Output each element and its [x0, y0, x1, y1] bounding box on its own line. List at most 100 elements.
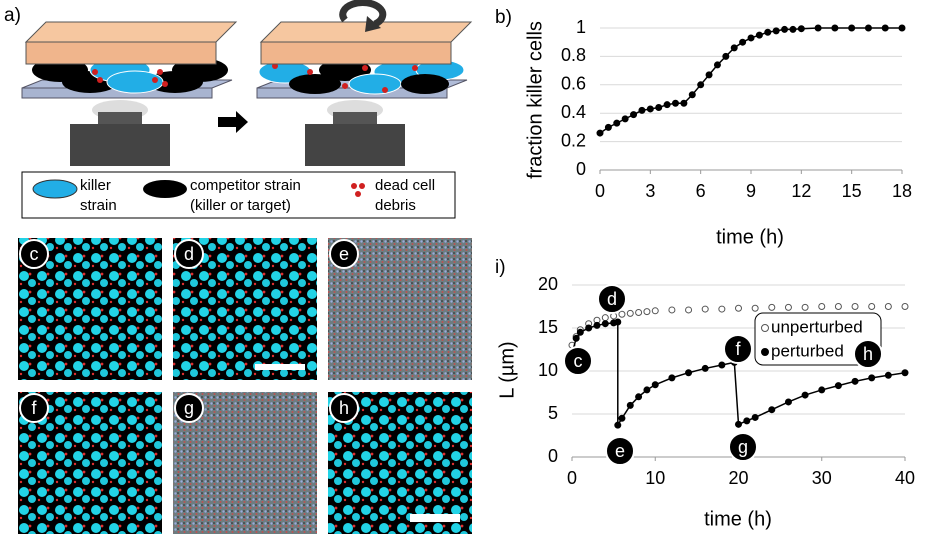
data-point [669, 307, 675, 313]
annotation: c [574, 351, 583, 371]
data-point [586, 325, 592, 331]
image-label: g [184, 398, 194, 418]
data-point [752, 305, 758, 311]
data-point [852, 304, 858, 310]
data-point [802, 392, 808, 398]
x-tick-label: 10 [645, 468, 665, 488]
y-tick-label: 15 [538, 317, 558, 337]
data-point [835, 304, 841, 310]
data-point [594, 322, 600, 328]
x-tick-label: 6 [696, 181, 706, 201]
data-point [681, 100, 687, 106]
data-point [573, 335, 579, 341]
panel-label: b) [495, 7, 512, 28]
x-tick-label: 18 [892, 181, 912, 201]
image-label: h [339, 398, 349, 418]
y-tick-label: 20 [538, 274, 558, 294]
data-point [852, 378, 858, 384]
legend-label: unperturbed [771, 317, 863, 336]
scale-bar [410, 514, 460, 522]
legend-text: dead cell [375, 177, 435, 194]
data-point [736, 305, 742, 311]
annotation: e [615, 441, 625, 461]
x-tick-label: 0 [567, 468, 577, 488]
series-line [600, 28, 902, 133]
data-point [615, 319, 621, 325]
legend-label: perturbed [771, 341, 844, 360]
data-point [752, 414, 758, 420]
y-tick-label: 0 [576, 159, 586, 179]
legend-text: (killer or target) [190, 197, 291, 214]
x-tick-label: 3 [645, 181, 655, 201]
data-point [740, 39, 746, 45]
panel-label: i) [495, 257, 506, 278]
x-tick-label: 12 [791, 181, 811, 201]
data-point [602, 315, 608, 321]
data-point [614, 120, 620, 126]
data-point [882, 25, 888, 31]
data-point [819, 304, 825, 310]
annotation: h [863, 344, 873, 364]
data-point [719, 306, 725, 312]
data-point [798, 26, 804, 32]
data-point [639, 107, 645, 113]
annotation: d [607, 289, 617, 309]
data-point [902, 370, 908, 376]
data-point [832, 25, 838, 31]
figure: a) killer strain competitor strain (kill… [0, 0, 928, 535]
data-point [627, 402, 633, 408]
data-point [744, 418, 750, 424]
data-point [689, 92, 695, 98]
legend-marker [762, 349, 769, 356]
data-point [698, 82, 704, 88]
data-point [644, 387, 650, 393]
data-point [731, 45, 737, 51]
y-tick-label: 0.8 [561, 45, 586, 65]
data-point [647, 106, 653, 112]
image-label: d [184, 244, 194, 264]
legend-text: debris [375, 197, 416, 214]
data-point [785, 399, 791, 405]
data-point [602, 321, 608, 327]
data-point [849, 25, 855, 31]
data-point [714, 62, 720, 68]
data-point [652, 308, 658, 314]
data-point [802, 304, 808, 310]
x-tick-label: 30 [812, 468, 832, 488]
y-axis-label: L (µm) [496, 341, 518, 398]
micrographs: cdefgh [18, 238, 472, 534]
data-point [769, 407, 775, 413]
data-point [869, 304, 875, 310]
data-point [769, 304, 775, 310]
y-axis-label: fraction killer cells [524, 21, 546, 179]
x-tick-label: 15 [842, 181, 862, 201]
data-point [702, 306, 708, 312]
data-point [577, 329, 583, 335]
data-point [719, 362, 725, 368]
y-tick-label: 0.2 [561, 130, 586, 150]
data-point [869, 375, 875, 381]
data-point [723, 53, 729, 59]
data-point [748, 35, 754, 41]
data-point [686, 370, 692, 376]
data-point [835, 383, 841, 389]
y-tick-label: 0.6 [561, 74, 586, 94]
data-point [652, 382, 658, 388]
data-point [631, 112, 637, 118]
scale-bar [255, 364, 305, 370]
y-tick-label: 10 [538, 360, 558, 380]
data-point [790, 26, 796, 32]
data-point [736, 421, 742, 427]
data-point [615, 422, 621, 428]
x-axis-label: time (h) [704, 508, 772, 530]
data-point [815, 25, 821, 31]
data-point [636, 310, 642, 316]
data-point [605, 124, 611, 130]
data-point [636, 394, 642, 400]
data-point [885, 372, 891, 378]
image-label: c [30, 244, 39, 264]
data-point [619, 311, 625, 317]
data-point [686, 307, 692, 313]
data-point [673, 100, 679, 106]
